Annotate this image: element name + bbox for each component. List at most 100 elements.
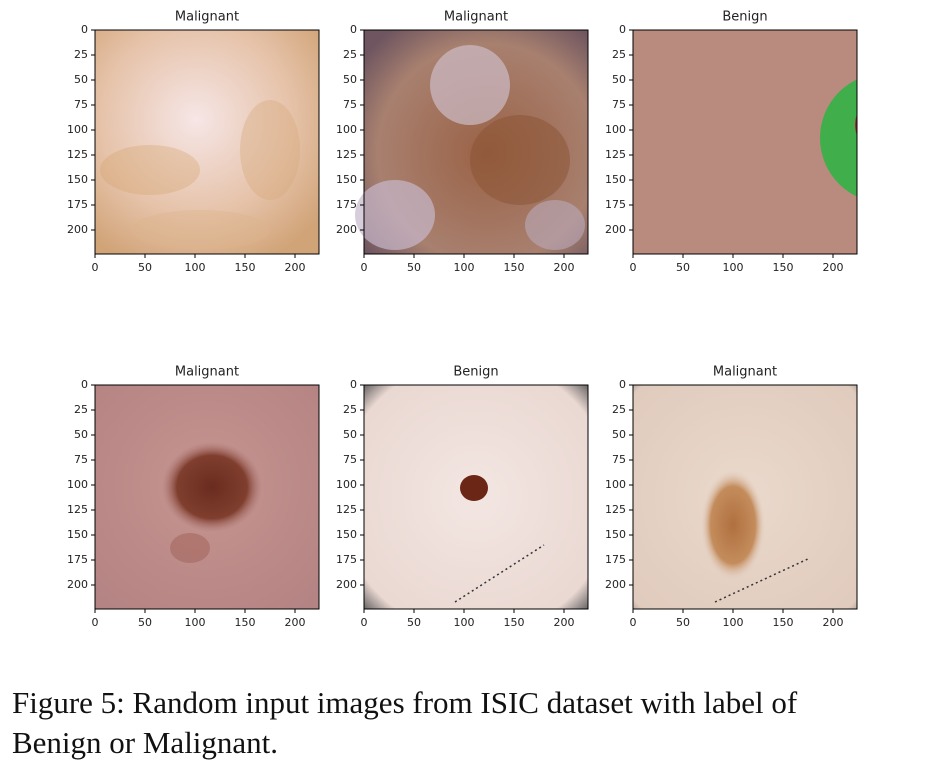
x-tick-label: 150 bbox=[504, 261, 525, 274]
x-tick-label: 50 bbox=[138, 616, 152, 629]
x-tick-label: 150 bbox=[773, 261, 794, 274]
y-tick-label: 100 bbox=[67, 123, 88, 136]
y-tick-label: 25 bbox=[612, 48, 626, 61]
y-tick-label: 200 bbox=[336, 223, 357, 236]
y-tick-label: 50 bbox=[612, 73, 626, 86]
x-tick-label: 200 bbox=[823, 261, 844, 274]
x-tick-label: 150 bbox=[773, 616, 794, 629]
x-tick-label: 150 bbox=[235, 616, 256, 629]
frame bbox=[632, 384, 858, 610]
panel-title: Benign bbox=[722, 10, 767, 25]
y-tick-label: 0 bbox=[81, 378, 88, 391]
y-tick-label: 25 bbox=[343, 48, 357, 61]
panel-title: Malignant bbox=[713, 365, 777, 380]
x-tick-label: 50 bbox=[407, 261, 421, 274]
y-tick-label: 175 bbox=[605, 553, 626, 566]
y-tick-label: 25 bbox=[74, 48, 88, 61]
y-tick-label: 50 bbox=[343, 428, 357, 441]
panel-title: Malignant bbox=[175, 10, 239, 25]
caption: Figure 5: Random input images from ISIC … bbox=[12, 685, 798, 720]
image bbox=[355, 30, 588, 254]
y-tick-label: 75 bbox=[612, 98, 626, 111]
frame bbox=[363, 29, 589, 255]
x-tick-label: 0 bbox=[361, 261, 368, 274]
y-tick-label: 200 bbox=[336, 578, 357, 591]
y-tick-label: 200 bbox=[605, 223, 626, 236]
y-tick-label: 125 bbox=[605, 503, 626, 516]
y-tick-label: 75 bbox=[74, 453, 88, 466]
y-tick-label: 100 bbox=[336, 478, 357, 491]
x-tick-label: 150 bbox=[235, 261, 256, 274]
x-tick-label: 100 bbox=[723, 261, 744, 274]
y-tick-label: 150 bbox=[67, 528, 88, 541]
x-tick-label: 200 bbox=[285, 616, 306, 629]
x-tick-label: 100 bbox=[454, 261, 475, 274]
y-tick-label: 150 bbox=[336, 173, 357, 186]
y-tick-label: 0 bbox=[619, 378, 626, 391]
x-tick-label: 100 bbox=[185, 261, 206, 274]
image bbox=[633, 385, 857, 609]
panel-title: Benign bbox=[453, 365, 498, 380]
y-tick-label: 125 bbox=[605, 148, 626, 161]
x-tick-label: 50 bbox=[676, 616, 690, 629]
y-tick-label: 125 bbox=[67, 148, 88, 161]
image bbox=[95, 30, 319, 254]
y-tick-label: 0 bbox=[619, 23, 626, 36]
y-tick-label: 125 bbox=[336, 148, 357, 161]
y-tick-label: 25 bbox=[612, 403, 626, 416]
x-tick-label: 0 bbox=[630, 261, 637, 274]
y-tick-label: 200 bbox=[605, 578, 626, 591]
y-tick-label: 50 bbox=[74, 73, 88, 86]
y-tick-label: 150 bbox=[336, 528, 357, 541]
x-tick-label: 100 bbox=[454, 616, 475, 629]
image bbox=[364, 385, 588, 609]
y-tick-label: 150 bbox=[67, 173, 88, 186]
frame bbox=[94, 29, 320, 255]
y-tick-label: 150 bbox=[605, 528, 626, 541]
y-tick-label: 75 bbox=[612, 453, 626, 466]
y-tick-label: 125 bbox=[336, 503, 357, 516]
panel-title: Malignant bbox=[444, 10, 508, 25]
x-tick-label: 100 bbox=[185, 616, 206, 629]
frame bbox=[363, 384, 589, 610]
y-tick-label: 100 bbox=[605, 478, 626, 491]
frame bbox=[94, 384, 320, 610]
y-tick-label: 200 bbox=[67, 223, 88, 236]
image bbox=[633, 30, 857, 254]
x-tick-label: 50 bbox=[676, 261, 690, 274]
x-tick-label: 0 bbox=[630, 616, 637, 629]
y-tick-label: 75 bbox=[343, 98, 357, 111]
y-tick-label: 100 bbox=[336, 123, 357, 136]
y-tick-label: 75 bbox=[74, 98, 88, 111]
x-tick-label: 0 bbox=[92, 261, 99, 274]
x-tick-label: 150 bbox=[504, 616, 525, 629]
y-tick-label: 175 bbox=[605, 198, 626, 211]
y-tick-label: 50 bbox=[74, 428, 88, 441]
y-tick-label: 175 bbox=[67, 198, 88, 211]
y-tick-label: 175 bbox=[67, 553, 88, 566]
x-tick-label: 200 bbox=[285, 261, 306, 274]
x-tick-label: 200 bbox=[823, 616, 844, 629]
x-tick-label: 0 bbox=[361, 616, 368, 629]
x-tick-label: 100 bbox=[723, 616, 744, 629]
y-tick-label: 100 bbox=[67, 478, 88, 491]
frame bbox=[632, 29, 858, 255]
y-tick-label: 50 bbox=[343, 73, 357, 86]
y-tick-label: 200 bbox=[67, 578, 88, 591]
y-tick-label: 0 bbox=[81, 23, 88, 36]
panel-title: Malignant bbox=[175, 365, 239, 380]
y-tick-label: 0 bbox=[350, 23, 357, 36]
y-tick-label: 150 bbox=[605, 173, 626, 186]
y-tick-label: 0 bbox=[350, 378, 357, 391]
image bbox=[95, 385, 319, 609]
caption: Benign or Malignant. bbox=[12, 725, 278, 760]
x-tick-label: 50 bbox=[138, 261, 152, 274]
x-tick-label: 50 bbox=[407, 616, 421, 629]
x-tick-label: 0 bbox=[92, 616, 99, 629]
y-tick-label: 125 bbox=[67, 503, 88, 516]
x-tick-label: 200 bbox=[554, 261, 575, 274]
y-tick-label: 25 bbox=[343, 403, 357, 416]
y-tick-label: 175 bbox=[336, 553, 357, 566]
y-tick-label: 50 bbox=[612, 428, 626, 441]
